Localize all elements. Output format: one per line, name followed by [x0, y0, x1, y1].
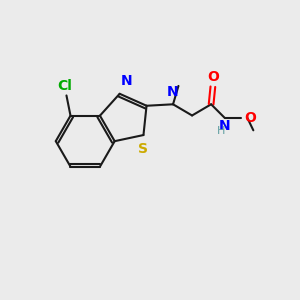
Text: N: N	[121, 74, 133, 88]
Text: Cl: Cl	[58, 79, 72, 93]
Text: O: O	[244, 111, 256, 125]
Text: S: S	[139, 142, 148, 155]
Text: O: O	[207, 70, 219, 84]
Text: N: N	[219, 119, 230, 133]
Text: H: H	[217, 126, 225, 136]
Text: N: N	[167, 85, 179, 99]
